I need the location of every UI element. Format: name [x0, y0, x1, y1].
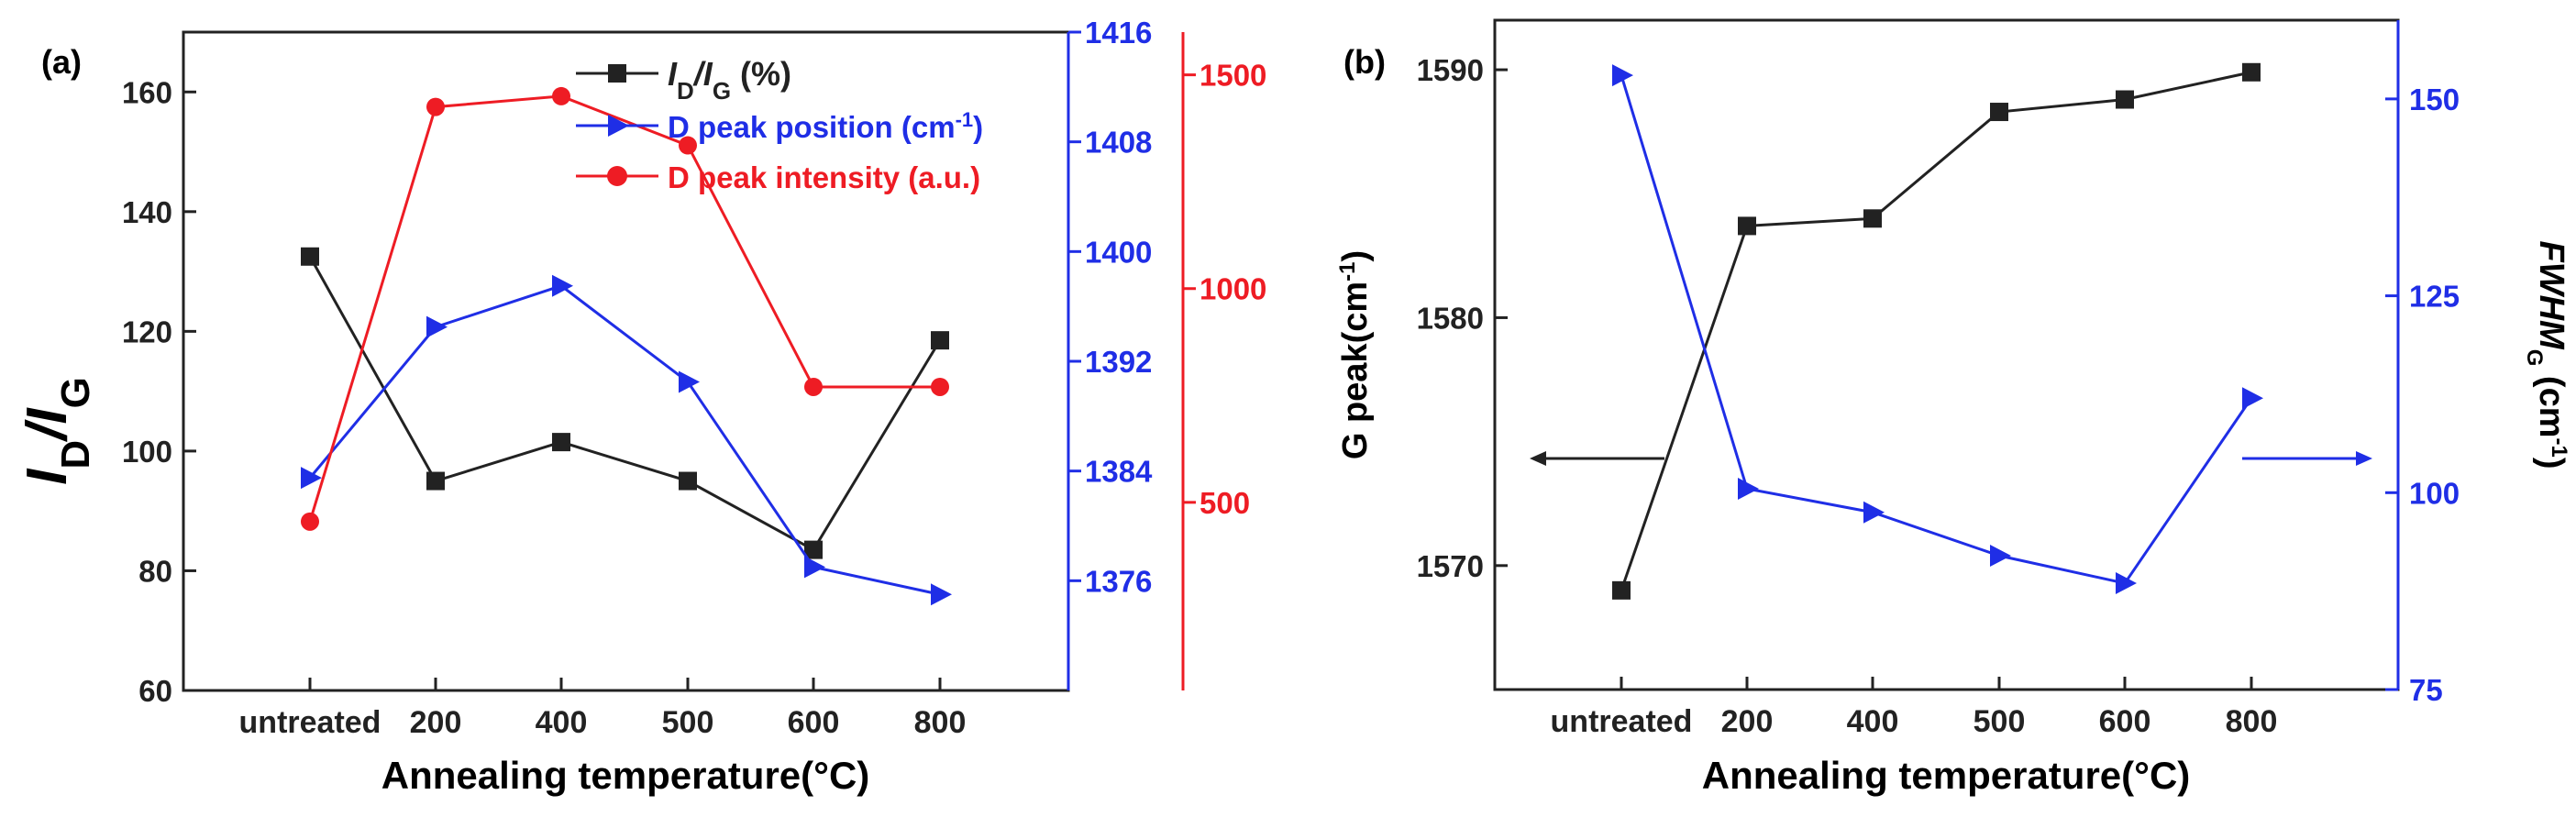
a-blue-tick-label: 1384 [1085, 455, 1153, 489]
panel-a-label: (a) [41, 43, 82, 81]
panel-a-x-label: Annealing temperature(°C) [381, 754, 870, 797]
a-blue-tick-label: 1376 [1085, 564, 1152, 598]
a-point-id-ig [679, 471, 697, 491]
a-point-d-position [552, 274, 573, 297]
arrow-to-right-axis [2242, 451, 2372, 466]
b-right-tick-label: 150 [2409, 83, 2460, 116]
a-point-d-position [931, 583, 952, 606]
b-point-fwhm [2116, 572, 2137, 595]
a-point-id-ig [301, 247, 319, 266]
a-blue-tick-label: 1400 [1085, 235, 1152, 269]
b-left-tick-label: 1590 [1417, 53, 1484, 87]
a-blue-tick-label: 1416 [1085, 16, 1152, 50]
panel-a-y-label: ID/IG [16, 377, 98, 485]
a-point-id-ig [931, 331, 949, 350]
legend-label-id-ig: ID/IG (%) [668, 55, 791, 105]
a-left-tick-label: 160 [122, 75, 172, 109]
arrow-to-left-axis [1530, 451, 1664, 466]
b-right-tick-label: 125 [2409, 280, 2460, 314]
panel-a-legend: ID/IG (%) D peak position (cm-1) D peak … [576, 55, 983, 194]
a-point-d-intensity [552, 86, 570, 105]
a-series-line-2 [308, 94, 940, 523]
a-x-tick-label: 600 [788, 705, 840, 740]
a-series-line-1 [308, 284, 941, 596]
a-blue-tick-label: 1408 [1085, 126, 1152, 160]
b-x-tick-label: 600 [2099, 704, 2151, 739]
b-point-g-peak [1990, 103, 2008, 122]
b-right-tick-label: 100 [2409, 476, 2460, 510]
a-left-tick-label: 80 [138, 554, 172, 588]
a-left-tick-label: 120 [122, 315, 172, 348]
b-x-tick-label: 800 [2226, 704, 2278, 739]
a-x-tick-label: untreated [239, 705, 381, 740]
b-point-fwhm [2242, 387, 2263, 410]
b-series-line-1 [1620, 74, 2253, 585]
a-point-d-position [804, 556, 825, 579]
a-point-id-ig [804, 540, 823, 559]
a-x-tick-label: 800 [914, 705, 967, 740]
b-x-tick-label: 500 [1973, 704, 2026, 739]
a-blue-tick-label: 1392 [1085, 345, 1152, 379]
panel-b: (b) 1570 1580 1590 75 100 125 150 untreated 200 4… [1335, 18, 2572, 797]
b-point-fwhm [1863, 501, 1885, 524]
a-point-d-intensity [804, 377, 823, 396]
legend-marker-d-peak-position [608, 115, 629, 137]
arrow-right-head [2356, 451, 2372, 466]
a-x-tick-label: 400 [536, 705, 588, 740]
a-red-tick-label: 1000 [1200, 272, 1266, 306]
panel-b-label: (b) [1343, 43, 1386, 81]
b-left-tick-label: 1580 [1417, 301, 1484, 335]
a-red-tick-label: 1500 [1200, 59, 1266, 93]
b-series-line-0 [1620, 71, 2252, 591]
a-point-id-ig [552, 433, 570, 452]
a-left-tick-label: 100 [122, 435, 172, 469]
b-x-tick-label: 200 [1721, 704, 1774, 739]
a-series-line-0 [308, 256, 942, 552]
b-left-tick-label: 1570 [1417, 549, 1484, 583]
legend-label-d-peak-intensity: D peak intensity (a.u.) [668, 160, 980, 194]
b-right-tick-label: 75 [2409, 673, 2443, 707]
a-point-id-ig [426, 471, 445, 491]
a-left-tick-label: 60 [138, 674, 172, 708]
panel-a: (a) 60 80 100 120 140 160 1376 1384 1392 1400 1408… [16, 16, 1266, 797]
legend-marker-id-ig [608, 64, 626, 83]
a-point-d-intensity [679, 136, 697, 155]
legend-marker-d-peak-intensity [607, 166, 627, 186]
a-point-d-intensity [931, 377, 949, 396]
a-left-tick-label: 140 [122, 195, 172, 229]
b-point-g-peak [2242, 62, 2261, 82]
a-point-d-position [301, 467, 322, 490]
b-point-g-peak [1863, 209, 1882, 228]
b-point-g-peak [1612, 580, 1631, 600]
b-point-g-peak [1738, 216, 1756, 236]
b-x-tick-label: 400 [1847, 704, 1899, 739]
panel-b-x-label: Annealing temperature(°C) [1702, 754, 2191, 797]
arrow-left-head [1530, 451, 1546, 466]
legend-label-d-peak-position: D peak position (cm-1) [668, 108, 983, 145]
a-x-tick-label: 200 [410, 705, 462, 740]
b-point-g-peak [2116, 90, 2134, 109]
a-point-d-position [426, 315, 448, 338]
a-point-d-intensity [301, 512, 319, 531]
b-point-fwhm [1612, 64, 1633, 87]
a-point-d-position [679, 370, 700, 393]
b-point-fwhm [1990, 545, 2011, 567]
a-point-d-intensity [426, 97, 445, 116]
panel-b-y-label-right: FWHMG (cm-1) [2523, 241, 2572, 469]
a-x-tick-label: 500 [662, 705, 714, 740]
panel-b-y-label-left: G peak(cm-1) [1335, 250, 1376, 459]
a-red-tick-label: 500 [1200, 486, 1250, 520]
b-x-tick-label: untreated [1551, 704, 1693, 739]
b-point-fwhm [1738, 478, 1759, 500]
